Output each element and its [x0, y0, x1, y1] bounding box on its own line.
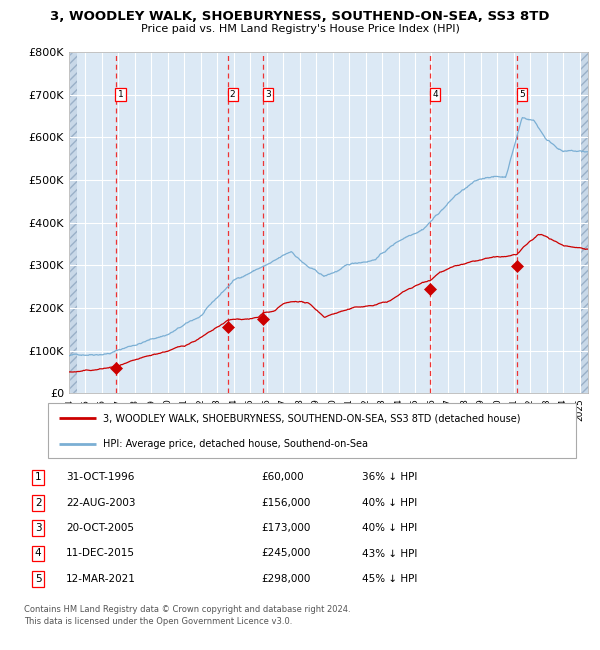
Text: HPI: Average price, detached house, Southend-on-Sea: HPI: Average price, detached house, Sout…: [103, 439, 368, 449]
Text: 40% ↓ HPI: 40% ↓ HPI: [362, 498, 418, 508]
Bar: [580, 52, 588, 393]
Text: 43% ↓ HPI: 43% ↓ HPI: [362, 549, 418, 558]
Text: 5: 5: [519, 90, 525, 99]
FancyBboxPatch shape: [48, 403, 576, 458]
Text: £173,000: £173,000: [261, 523, 310, 533]
Text: 36% ↓ HPI: 36% ↓ HPI: [362, 473, 418, 482]
Text: 3: 3: [35, 523, 41, 533]
Text: £60,000: £60,000: [261, 473, 304, 482]
Text: 4: 4: [433, 90, 438, 99]
Text: £156,000: £156,000: [261, 498, 310, 508]
Text: 40% ↓ HPI: 40% ↓ HPI: [362, 523, 418, 533]
Bar: [69, 52, 77, 393]
Text: 31-OCT-1996: 31-OCT-1996: [66, 473, 134, 482]
Text: £298,000: £298,000: [261, 574, 310, 584]
Text: 1: 1: [35, 473, 41, 482]
Text: 45% ↓ HPI: 45% ↓ HPI: [362, 574, 418, 584]
Text: 3: 3: [265, 90, 271, 99]
Text: 2: 2: [230, 90, 235, 99]
Text: 2: 2: [35, 498, 41, 508]
Bar: [69, 52, 77, 393]
Text: 3, WOODLEY WALK, SHOEBURYNESS, SOUTHEND-ON-SEA, SS3 8TD: 3, WOODLEY WALK, SHOEBURYNESS, SOUTHEND-…: [50, 10, 550, 23]
Text: 22-AUG-2003: 22-AUG-2003: [66, 498, 136, 508]
Text: 12-MAR-2021: 12-MAR-2021: [66, 574, 136, 584]
Text: Price paid vs. HM Land Registry's House Price Index (HPI): Price paid vs. HM Land Registry's House …: [140, 24, 460, 34]
Text: 11-DEC-2015: 11-DEC-2015: [66, 549, 136, 558]
Text: £245,000: £245,000: [261, 549, 310, 558]
Bar: [580, 52, 588, 393]
Text: This data is licensed under the Open Government Licence v3.0.: This data is licensed under the Open Gov…: [24, 617, 292, 626]
Text: 3, WOODLEY WALK, SHOEBURYNESS, SOUTHEND-ON-SEA, SS3 8TD (detached house): 3, WOODLEY WALK, SHOEBURYNESS, SOUTHEND-…: [103, 413, 521, 423]
Text: Contains HM Land Registry data © Crown copyright and database right 2024.: Contains HM Land Registry data © Crown c…: [24, 605, 350, 614]
Text: 5: 5: [35, 574, 41, 584]
Text: 1: 1: [118, 90, 124, 99]
Text: 20-OCT-2005: 20-OCT-2005: [66, 523, 134, 533]
Text: 4: 4: [35, 549, 41, 558]
